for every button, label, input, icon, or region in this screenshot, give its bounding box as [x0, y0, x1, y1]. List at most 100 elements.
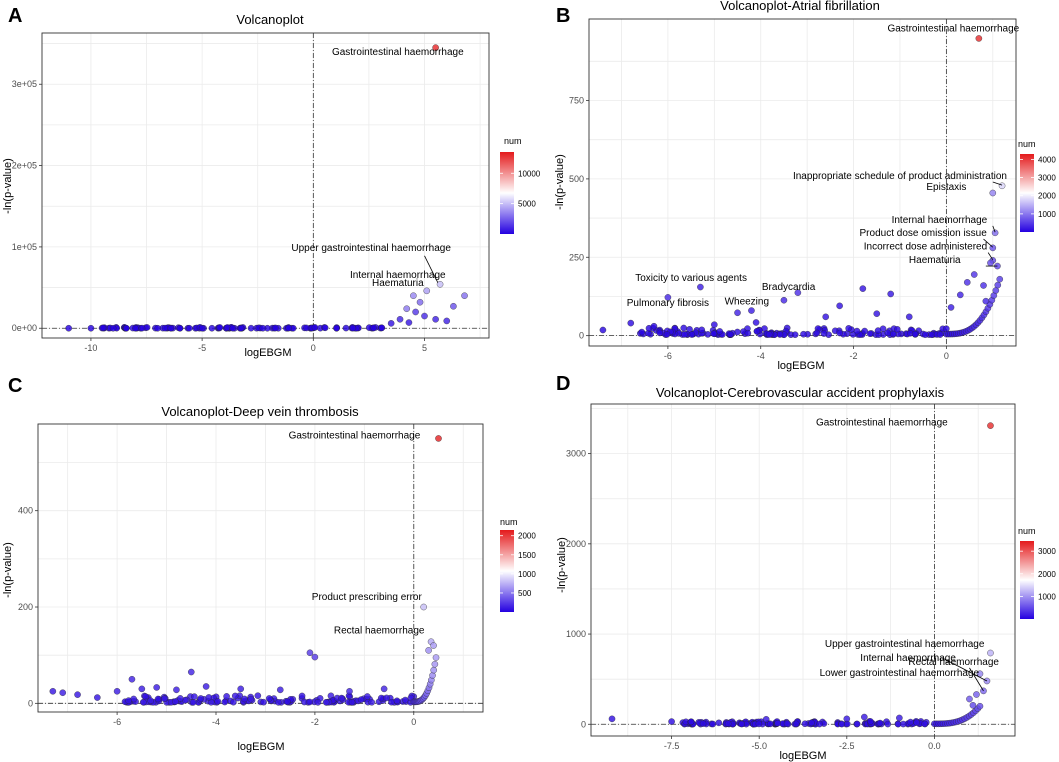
x-axis-title: logEBGM [779, 750, 826, 762]
data-points [608, 422, 994, 728]
data-point [845, 325, 852, 332]
x-tick-label: 0.0 [928, 741, 941, 751]
y-tick-label: 200 [18, 602, 33, 612]
data-point [711, 321, 718, 328]
data-points [599, 35, 1006, 338]
data-point [132, 324, 139, 332]
y-tick-label: 1000 [566, 629, 586, 639]
data-point [436, 281, 444, 288]
data-point [237, 685, 244, 693]
data-point [668, 718, 675, 725]
data-point [49, 688, 57, 695]
data-point [383, 694, 390, 702]
data-point [861, 713, 868, 721]
point-annotation: Internal haemorrhage [892, 215, 988, 226]
panel-label: D [556, 373, 570, 395]
data-point [893, 326, 901, 333]
data-point [989, 189, 997, 197]
data-point [922, 331, 929, 338]
point-annotation: Haematuria [909, 255, 961, 266]
point-annotation: Rectal haemorrhage [908, 657, 999, 668]
legend-colorbar [500, 152, 514, 234]
data-point [420, 603, 427, 611]
legend-title: num [1018, 139, 1036, 149]
data-point [370, 324, 377, 332]
data-point [450, 303, 457, 310]
data-point [380, 685, 388, 693]
annotation-leader [992, 181, 1003, 186]
data-point [783, 720, 791, 727]
data-point [867, 718, 874, 725]
data-point [322, 699, 330, 706]
point-annotation: Gastrointestinal haemorrhage [289, 430, 421, 441]
data-point [936, 331, 944, 338]
data-point [191, 693, 198, 700]
data-point [423, 287, 431, 295]
data-point [139, 698, 147, 706]
annotation-leader [969, 667, 984, 692]
x-tick-label: -2 [311, 717, 319, 727]
data-point [430, 666, 437, 674]
data-point [905, 313, 913, 321]
panel-label: A [8, 5, 22, 27]
data-point [627, 319, 635, 327]
data-point [975, 35, 983, 42]
data-point [699, 720, 707, 727]
data-point [284, 698, 291, 705]
y-tick-label: 0 [28, 698, 33, 708]
point-annotation: Internal haemorrhage [350, 270, 446, 281]
data-point [128, 675, 136, 683]
data-point [241, 695, 248, 703]
data-point [230, 698, 237, 706]
data-point [237, 324, 245, 332]
data-point [205, 694, 213, 701]
legend-tick-label: 2000 [1038, 192, 1056, 201]
y-tick-label: 0 [579, 331, 584, 341]
data-point [808, 719, 815, 727]
y-tick-label: 2000 [566, 539, 586, 549]
data-point [681, 331, 688, 338]
point-annotation: Gastrointestinal haemorrhage [887, 24, 1019, 35]
data-point [186, 324, 193, 332]
data-point [348, 698, 356, 706]
data-point [410, 292, 417, 299]
data-point [874, 327, 882, 334]
legend-title: num [504, 136, 522, 146]
data-point [123, 324, 130, 332]
data-point [976, 670, 984, 678]
x-tick-label: -6 [113, 717, 121, 727]
x-tick-label: -4 [757, 351, 765, 361]
data-point [277, 686, 284, 694]
legend-tick-label: 4000 [1038, 155, 1056, 164]
data-point [229, 324, 237, 332]
y-axis-title: -ln(p-value) [556, 537, 568, 593]
data-point [853, 327, 861, 335]
data-point [153, 684, 160, 691]
data-point [801, 720, 809, 728]
plot-title: Volcanoplot-Atrial fibrillation [720, 0, 880, 13]
data-point [966, 695, 973, 703]
data-point [161, 324, 169, 332]
legend-tick-label: 1000 [1038, 592, 1056, 601]
data-point [859, 285, 867, 292]
legend-tick-label: 3000 [1038, 174, 1056, 183]
data-point [202, 683, 210, 690]
plot-frame [41, 32, 490, 339]
legend-colorbar [500, 530, 514, 612]
y-tick-label: 250 [569, 252, 584, 262]
x-tick-label: -4 [212, 717, 220, 727]
data-point [716, 328, 724, 335]
y-axis-title: -ln(p-value) [2, 158, 14, 214]
legend-tick-label: 2000 [518, 532, 536, 541]
data-point [138, 685, 146, 693]
point-annotation: Product dose omission issue [860, 228, 988, 239]
data-point [873, 310, 881, 317]
data-point [947, 304, 955, 311]
data-point [973, 691, 980, 698]
plot-frame [37, 423, 484, 713]
point-annotation: Incorrect dose administered [864, 241, 987, 252]
data-point [247, 695, 255, 703]
data-point [899, 720, 907, 728]
data-point [421, 312, 428, 320]
